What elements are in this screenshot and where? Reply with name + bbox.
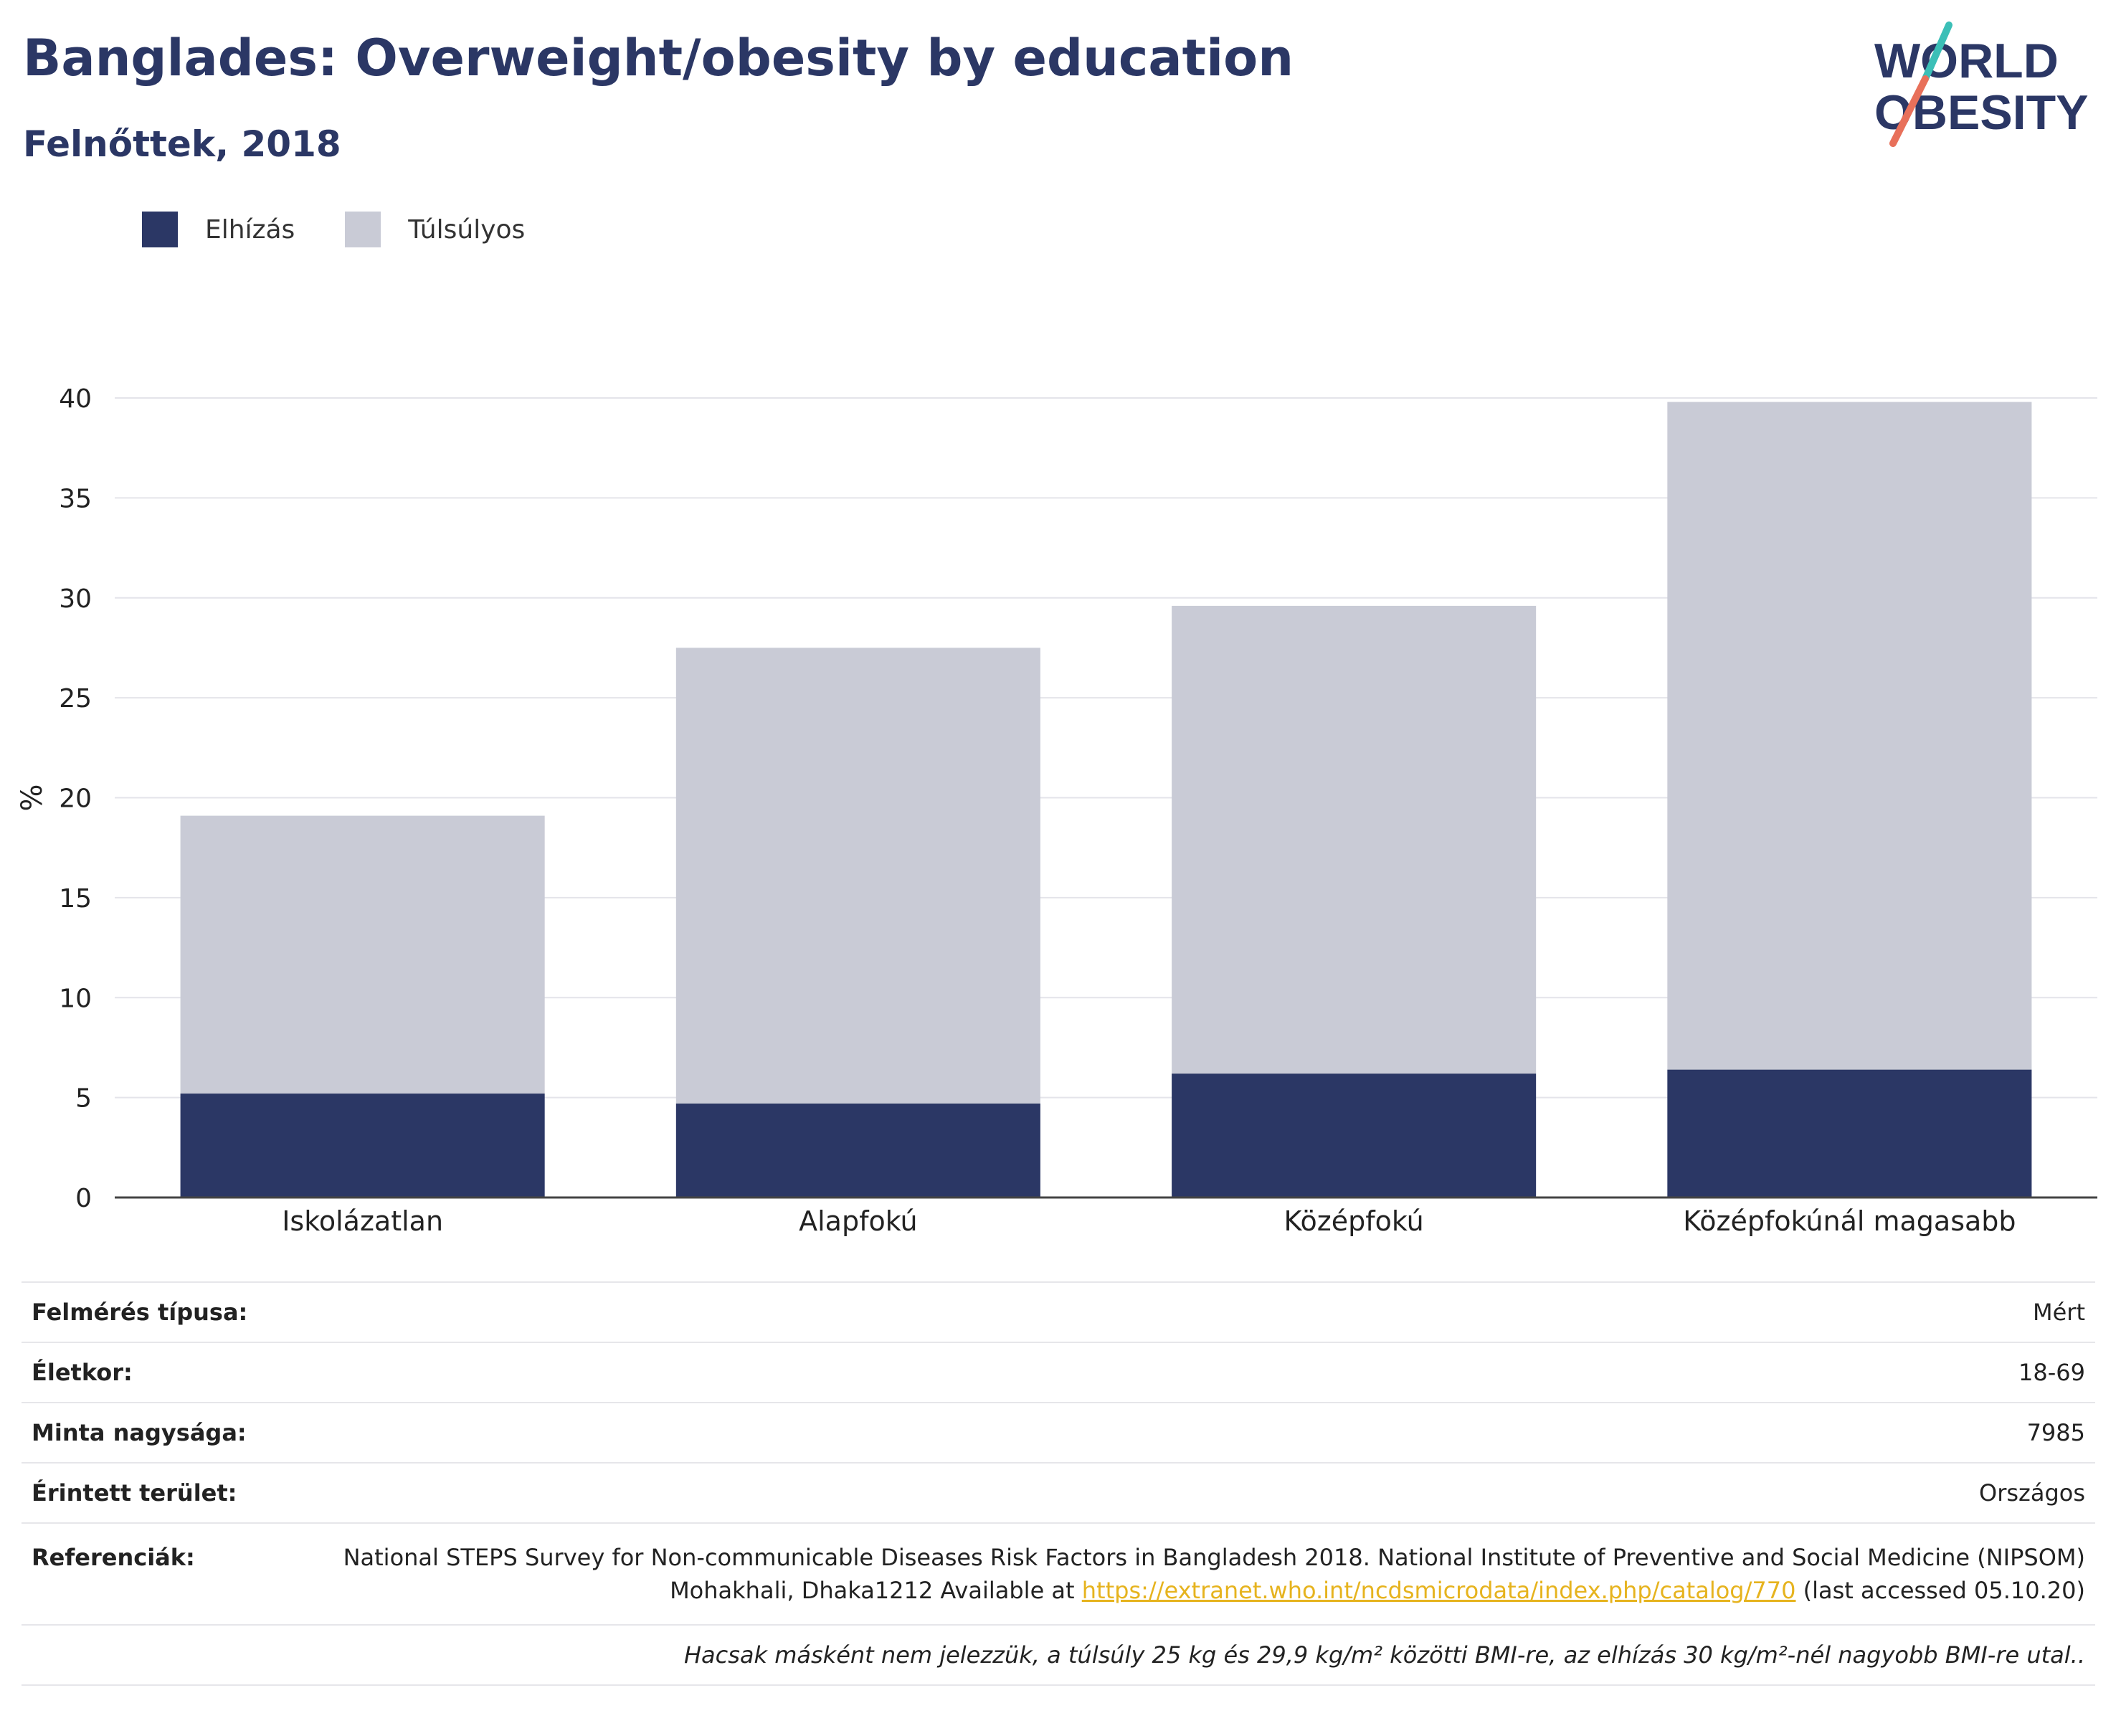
bar-overweight (1667, 402, 2032, 1070)
info-key: Érintett terület: (22, 1462, 328, 1523)
x-tick-label: Iskolázatlan (282, 1205, 443, 1237)
world-obesity-logo: WORLD OBESITY (1874, 22, 2089, 147)
info-row-survey-type: Felmérés típusa: Mért (22, 1281, 2095, 1342)
y-tick-label: 0 (75, 1184, 92, 1213)
info-value: Mért (328, 1281, 2095, 1342)
info-row-age: Életkor: 18-69 (22, 1342, 2095, 1403)
info-row-references: Referenciák: National STEPS Survey for N… (22, 1522, 2095, 1625)
stacked-bar-chart: 0 5 10 15 20 25 30 35 40 Iskolázatlan Alapfokú Köz… (16, 384, 2097, 1237)
info-value: Országos (328, 1462, 2095, 1523)
y-tick-label: 20 (59, 784, 92, 814)
y-tick-label: 25 (59, 684, 92, 713)
info-row-sample-size: Minta nagysága: 7985 (22, 1402, 2095, 1463)
logo-slash-bottom (1889, 75, 1929, 147)
y-tick-label: 5 (75, 1084, 92, 1114)
logo-slash-top (1922, 22, 1952, 82)
info-key: Életkor: (22, 1342, 328, 1403)
y-tick-label: 40 (59, 384, 92, 414)
reference-text: National STEPS Survey for Non-communicab… (328, 1522, 2095, 1625)
info-value: 18-69 (328, 1342, 2095, 1403)
y-tick-label: 35 (59, 484, 92, 513)
x-tick-labels: Iskolázatlan Alapfokú Középfokú Középfokúná… (282, 1205, 2016, 1237)
bar-obese (180, 1094, 545, 1197)
legend-item-overweight: Túlsúlyos (345, 212, 525, 247)
chart-title: Banglades: Overweight/obesity by educati… (23, 29, 1294, 87)
y-axis-label: % (16, 784, 49, 811)
bmi-definition-note: Hacsak másként nem jelezzük, a túlsúly 2… (22, 1624, 2095, 1686)
logo-text-world: WORLD (1874, 34, 2059, 88)
bar-obese (1172, 1073, 1537, 1197)
bar-obese (675, 1103, 1040, 1197)
info-value: 7985 (328, 1402, 2095, 1463)
reference-link[interactable]: https://extranet.who.int/ncdsmicrodata/i… (1081, 1577, 1796, 1604)
chart-legend: Elhízás Túlsúlyos (142, 212, 575, 247)
info-key: Referenciák: (22, 1522, 328, 1625)
bar-overweight (180, 815, 545, 1094)
info-key: Felmérés típusa: (22, 1281, 328, 1342)
reference-text-after: (last accessed 05.10.20) (1803, 1577, 2085, 1604)
legend-label-obese: Elhízás (205, 214, 295, 245)
bar-obese (1667, 1069, 2032, 1197)
x-tick-label: Alapfokú (799, 1205, 918, 1237)
y-tick-label: 30 (59, 584, 92, 614)
legend-label-overweight: Túlsúlyos (408, 214, 526, 245)
x-tick-label: Középfokú (1283, 1205, 1423, 1237)
info-row-note: Hacsak másként nem jelezzük, a túlsúly 2… (22, 1624, 2095, 1686)
bar-overweight (1172, 605, 1537, 1074)
y-tick-label: 15 (59, 884, 92, 914)
legend-swatch-overweight (345, 212, 381, 247)
legend-item-obese: Elhízás (142, 212, 295, 247)
info-row-area: Érintett terület: Országos (22, 1462, 2095, 1523)
legend-swatch-obese (142, 212, 178, 247)
y-tick-label: 10 (59, 984, 92, 1013)
survey-info-table: Felmérés típusa: Mért Életkor: 18-69 Min… (22, 1281, 2095, 1686)
info-key: Minta nagysága: (22, 1402, 328, 1463)
bar-overweight (675, 648, 1040, 1104)
x-tick-label: Középfokúnál magasabb (1683, 1205, 2016, 1237)
reference-text-before: National STEPS Survey for Non-communicab… (343, 1544, 2085, 1604)
chart-subtitle: Felnőttek, 2018 (23, 123, 341, 165)
y-tick-labels: 0 5 10 15 20 25 30 35 40 (59, 384, 92, 1213)
bars (180, 402, 2032, 1197)
